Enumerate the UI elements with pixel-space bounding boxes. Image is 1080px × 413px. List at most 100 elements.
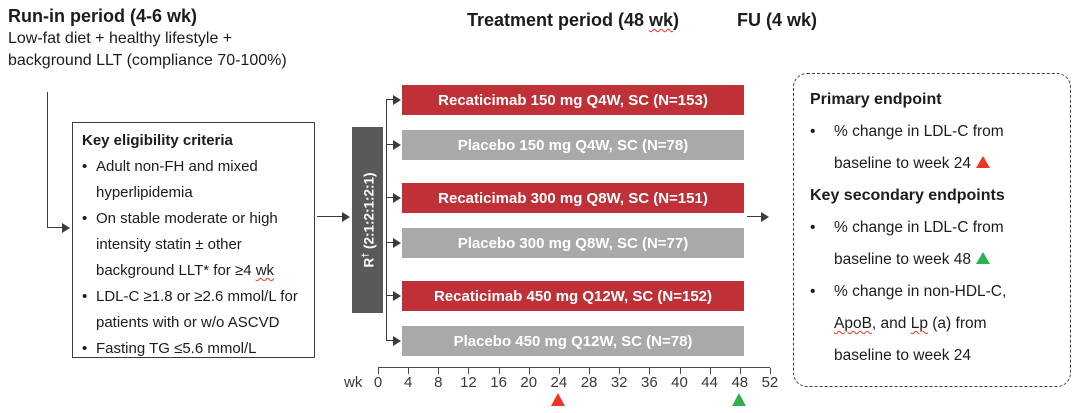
axis-tick-label: 28	[580, 374, 598, 391]
branch-line-1	[386, 99, 394, 100]
week24-marker-triangle-icon	[551, 393, 566, 406]
eligibility-bullet-3: • LDL-C ≥1.8 or ≥2.6 mmol/L for patients…	[82, 284, 305, 336]
secondary-endpoint-1-text: % change in LDL-C from baseline to week …	[834, 212, 1026, 276]
bullet-icon: •	[810, 123, 816, 140]
run-in-section-header: Run-in period (4-6 wk) Low-fat diet + he…	[8, 5, 353, 72]
run-in-connector-vertical-line	[47, 92, 48, 228]
eligibility-bullet-1-text: Adult non-FH and mixed hyperlipidemia	[96, 158, 258, 201]
red-triangle-icon	[976, 156, 991, 168]
branch-line-4	[386, 242, 394, 243]
axis-tick-label: 36	[641, 374, 658, 391]
week-axis-unit: wk	[344, 374, 363, 391]
primary-endpoint-text-span: % change in LDL-C from baseline to week …	[834, 123, 1004, 172]
axis-tick-label: 32	[610, 374, 628, 391]
axis-tick-mark	[619, 368, 621, 374]
randomization-box: R† (2:1:2:1:2:1)	[352, 127, 383, 313]
branch-line-2	[386, 144, 394, 145]
axis-tick-label: 0	[373, 374, 383, 391]
axis-tick-mark	[739, 368, 741, 374]
eligibility-to-randomization-arrowhead-icon	[342, 212, 350, 222]
bullet-icon: •	[82, 158, 88, 175]
axis-tick-mark	[498, 368, 500, 374]
secondary-endpoint-2-seg1: % change in non-HDL-C,	[834, 283, 1007, 300]
bullet-icon: •	[810, 283, 816, 300]
run-in-subtitle-line1: Low-fat diet + healthy lifestyle +	[8, 30, 233, 47]
eligibility-bullet-2-pre: On stable moderate or high intensity sta…	[96, 210, 278, 279]
week-axis-ticks: 0 4 8 12 16 20 24 28 32 36 40 44 48 52	[374, 367, 778, 397]
axis-tick-mark	[769, 368, 771, 374]
secondary-endpoint-2-seg5: (a) from baseline to week 24	[834, 315, 987, 364]
endpoints-box: Primary endpoint • % change in LDL-C fro…	[793, 73, 1071, 387]
eligibility-criteria-box: Key eligibility criteria • Adult non-FH …	[72, 122, 315, 358]
axis-tick-label: 16	[490, 374, 507, 391]
eligibility-bullet-1: • Adult non-FH and mixed hyperlipidemia	[82, 154, 305, 206]
arm-bar-recaticimab-450: Recaticimab 450 mg Q12W, SC (N=152)	[402, 281, 744, 311]
arm-bar-recaticimab-300: Recaticimab 300 mg Q8W, SC (N=151)	[402, 183, 744, 213]
axis-tick-label: 24	[550, 374, 568, 391]
axis-tick-label: 40	[671, 374, 688, 391]
arm-bar-placebo-150: Placebo 150 mg Q4W, SC (N=78)	[402, 130, 744, 160]
follow-up-title: FU (4 wk)	[737, 10, 818, 30]
randomization-label: R† (2:1:2:1:2:1)	[359, 172, 376, 267]
bullet-icon: •	[82, 340, 88, 357]
axis-tick-mark	[558, 368, 560, 374]
bullet-icon: •	[82, 288, 88, 305]
axis-tick-label: 12	[460, 374, 477, 391]
axis-tick-mark	[408, 368, 410, 374]
branch-arrowhead-1-icon	[393, 95, 401, 105]
run-in-connector-horizontal-line	[47, 227, 64, 228]
bullet-icon: •	[82, 210, 88, 227]
arm-bar-label: Recaticimab 150 mg Q4W, SC (N=153)	[438, 91, 708, 109]
arm-bar-placebo-450: Placebo 450 mg Q12W, SC (N=78)	[402, 326, 744, 356]
axis-tick-mark	[589, 368, 591, 374]
eligibility-bullet-3-text: LDL-C ≥1.8 or ≥2.6 mmol/L for patients w…	[96, 288, 298, 331]
axis-tick-mark	[649, 368, 651, 374]
eligibility-bullet-4: • Fasting TG ≤5.6 mmol/L	[82, 336, 305, 362]
axis-tick-label: 48	[731, 374, 749, 391]
arm-bar-label: Placebo 150 mg Q4W, SC (N=78)	[457, 136, 689, 154]
branch-arrowhead-3-icon	[393, 193, 401, 203]
branch-line-6	[386, 340, 394, 341]
treatment-title-wk: wk	[649, 10, 674, 30]
primary-endpoint-title: Primary endpoint	[810, 91, 942, 108]
axis-tick-mark	[528, 368, 530, 374]
secondary-endpoint-2-apob: ApoB	[834, 315, 872, 332]
treatment-period-title: Treatment period (48 wk)	[400, 10, 746, 31]
treatment-title-text: Treatment period (48	[466, 10, 650, 30]
randomization-r: R	[360, 257, 376, 268]
randomization-ratio: (2:1:2:1:2:1)	[360, 172, 376, 253]
primary-endpoint-text: % change in LDL-C from baseline to week …	[834, 116, 1026, 180]
arm-bar-placebo-300: Placebo 300 mg Q8W, SC (N=77)	[402, 228, 744, 258]
axis-tick-label: 8	[434, 374, 443, 391]
bullet-icon: •	[810, 219, 816, 236]
branch-arrowhead-5-icon	[393, 291, 401, 301]
green-triangle-icon	[976, 252, 991, 264]
arm-bar-label: Recaticimab 300 mg Q8W, SC (N=151)	[438, 189, 708, 207]
randomization-dagger: †	[359, 252, 370, 258]
secondary-endpoint-1-text-span: % change in LDL-C from baseline to week …	[834, 219, 1004, 268]
treatment-title-close: )	[673, 10, 680, 30]
secondary-endpoint-bullet-2: • % change in non-HDL-C, ApoB, and Lp (a…	[810, 276, 1054, 372]
axis-tick-label: 44	[701, 374, 718, 391]
week48-marker-triangle-icon	[732, 393, 747, 406]
week-axis-line	[378, 367, 770, 368]
arm-bar-recaticimab-150: Recaticimab 150 mg Q4W, SC (N=153)	[402, 85, 744, 115]
branch-arrowhead-6-icon	[393, 336, 401, 346]
branch-arrowhead-4-icon	[393, 238, 401, 248]
branch-trunk-line	[386, 100, 387, 341]
eligibility-title: Key eligibility criteria	[82, 132, 233, 149]
axis-tick-mark	[438, 368, 440, 374]
secondary-endpoint-2-lp: Lp	[910, 315, 928, 332]
axis-tick-label: 52	[761, 374, 779, 391]
run-in-connector-arrowhead-icon	[62, 223, 70, 233]
axis-tick-mark	[378, 368, 379, 374]
eligibility-to-randomization-line	[317, 216, 343, 217]
primary-endpoint-bullet: • % change in LDL-C from baseline to wee…	[810, 116, 1054, 180]
arm-bar-label: Placebo 300 mg Q8W, SC (N=77)	[457, 234, 689, 252]
branch-arrowhead-2-icon	[393, 140, 401, 150]
eligibility-bullet-2: • On stable moderate or high intensity s…	[82, 206, 305, 284]
axis-tick-label: 20	[520, 374, 538, 391]
branch-line-5	[386, 295, 394, 296]
eligibility-bullet-2-wk: wk	[255, 262, 275, 279]
